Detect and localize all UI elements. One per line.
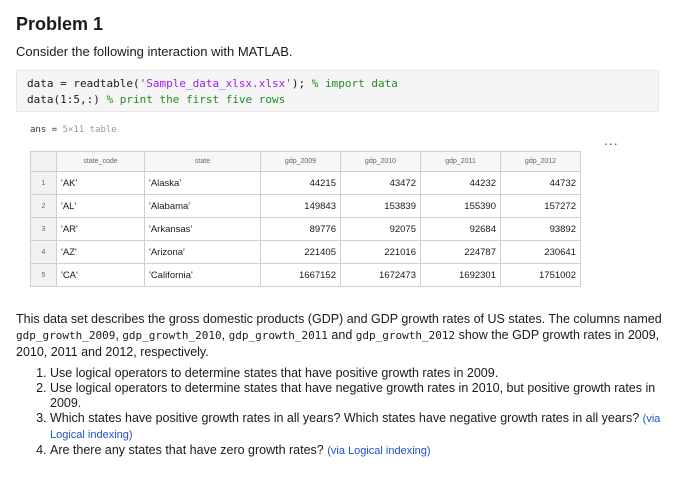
cell-gdp-2010: 153839 <box>340 194 421 218</box>
index-header <box>30 151 57 172</box>
cell-gdp-2011: 44232 <box>420 171 501 195</box>
cell-state-code: 'AR' <box>56 217 145 241</box>
cell-gdp-2010: 1672473 <box>340 263 421 287</box>
row-index: 2 <box>30 194 57 218</box>
task-text: Are there any states that have zero grow… <box>50 443 328 457</box>
column-name-2009: gdp_growth_2009 <box>16 329 116 342</box>
task-text: Use logical operators to determine state… <box>50 381 656 410</box>
description-paragraph: This data set describes the gross domest… <box>16 311 671 360</box>
col-header-gdp-2012[interactable]: gdp_2012 <box>500 151 581 172</box>
cell-gdp-2009: 149843 <box>260 194 341 218</box>
cell-gdp-2011: 155390 <box>420 194 501 218</box>
cell-gdp-2009: 89776 <box>260 217 341 241</box>
cell-gdp-2011: 92684 <box>420 217 501 241</box>
cell-gdp-2010: 92075 <box>340 217 421 241</box>
para-sep-1: , <box>115 328 123 342</box>
code-line1-b: ); <box>291 77 312 90</box>
task-item: Are there any states that have zero grow… <box>50 443 680 459</box>
more-ellipsis[interactable]: ... <box>604 132 619 148</box>
cell-gdp-2011: 1692301 <box>420 263 501 287</box>
task-item: Use logical operators to determine state… <box>50 381 680 411</box>
cell-gdp-2012: 93892 <box>500 217 581 241</box>
col-header-state-code[interactable]: state_code <box>56 151 145 172</box>
cell-state-code: 'CA' <box>56 263 145 287</box>
task-hint: (via Logical indexing) <box>327 445 431 457</box>
cell-gdp-2012: 157272 <box>500 194 581 218</box>
task-item: Use logical operators to determine state… <box>50 366 680 381</box>
task-text: Which states have positive growth rates … <box>50 411 643 425</box>
table-row: 2 'AL' 'Alabama' 149843 153839 155390 15… <box>30 194 581 218</box>
table-header-row: state_code state gdp_2009 gdp_2010 gdp_2… <box>30 151 581 172</box>
cell-gdp-2010: 221016 <box>340 240 421 264</box>
column-name-2012: gdp_growth_2012 <box>355 329 456 342</box>
cell-state: 'Arizona' <box>144 240 261 264</box>
cell-gdp-2011: 224787 <box>420 240 501 264</box>
page-title: Problem 1 <box>16 14 104 34</box>
column-name-2010: gdp_growth_2010 <box>122 329 222 342</box>
ans-label: ans = <box>30 125 58 135</box>
cell-gdp-2012: 44732 <box>500 171 581 195</box>
para-text-1: This data set describes the gross domest… <box>16 312 662 326</box>
task-item: Which states have positive growth rates … <box>50 411 680 443</box>
cell-gdp-2009: 1667152 <box>260 263 341 287</box>
task-text: Use logical operators to determine state… <box>50 366 499 380</box>
cell-gdp-2009: 44215 <box>260 171 341 195</box>
cell-gdp-2012: 1751002 <box>500 263 581 287</box>
task-hint: (via Logical indexing) <box>50 413 661 441</box>
cell-state: 'Arkansas' <box>144 217 261 241</box>
row-index: 4 <box>30 240 57 264</box>
row-index: 1 <box>30 171 57 195</box>
cell-state-code: 'AZ' <box>56 240 145 264</box>
table-row: 4 'AZ' 'Arizona' 221405 221016 224787 23… <box>30 240 581 264</box>
table-row: 5 'CA' 'California' 1667152 1672473 1692… <box>30 263 581 287</box>
ans-desc: 5×11 table <box>62 125 117 135</box>
col-header-gdp-2009[interactable]: gdp_2009 <box>260 151 341 172</box>
cell-state: 'Alabama' <box>144 194 261 218</box>
row-index: 5 <box>30 263 57 287</box>
col-header-gdp-2010[interactable]: gdp_2010 <box>340 151 421 172</box>
code-line2-a: data(1:5,:) <box>27 93 107 106</box>
col-header-state[interactable]: state <box>144 151 261 172</box>
code-line1-string: 'Sample_data_xlsx.xlsx' <box>139 77 292 90</box>
table-row: 1 'AK' 'Alaska' 44215 43472 44232 44732 <box>30 171 581 195</box>
cell-state: 'Alaska' <box>144 171 261 195</box>
code-line2-comment: % print the first five rows <box>106 93 286 106</box>
cell-gdp-2009: 221405 <box>260 240 341 264</box>
code-block: data = readtable('Sample_data_xlsx.xlsx'… <box>16 70 659 112</box>
output-table: state_code state gdp_2009 gdp_2010 gdp_2… <box>30 151 581 287</box>
task-list: Use logical operators to determine state… <box>30 366 680 459</box>
row-index: 3 <box>30 217 57 241</box>
code-line1-a: data = readtable( <box>27 77 140 90</box>
cell-state: 'California' <box>144 263 261 287</box>
cell-state-code: 'AK' <box>56 171 145 195</box>
intro-text: Consider the following interaction with … <box>16 44 293 59</box>
cell-gdp-2012: 230641 <box>500 240 581 264</box>
column-name-2011: gdp_growth_2011 <box>228 329 328 342</box>
code-line1-comment: % import data <box>311 77 398 90</box>
cell-state-code: 'AL' <box>56 194 145 218</box>
cell-gdp-2010: 43472 <box>340 171 421 195</box>
para-sep-2: , <box>221 328 229 342</box>
table-row: 3 'AR' 'Arkansas' 89776 92075 92684 9389… <box>30 217 581 241</box>
col-header-gdp-2011[interactable]: gdp_2011 <box>420 151 501 172</box>
ans-output: ans = 5×11 table <box>30 125 117 135</box>
para-sep-3: and <box>327 328 356 342</box>
para-text-2: show the GDP growth rates in 2009, 2010,… <box>16 328 660 359</box>
